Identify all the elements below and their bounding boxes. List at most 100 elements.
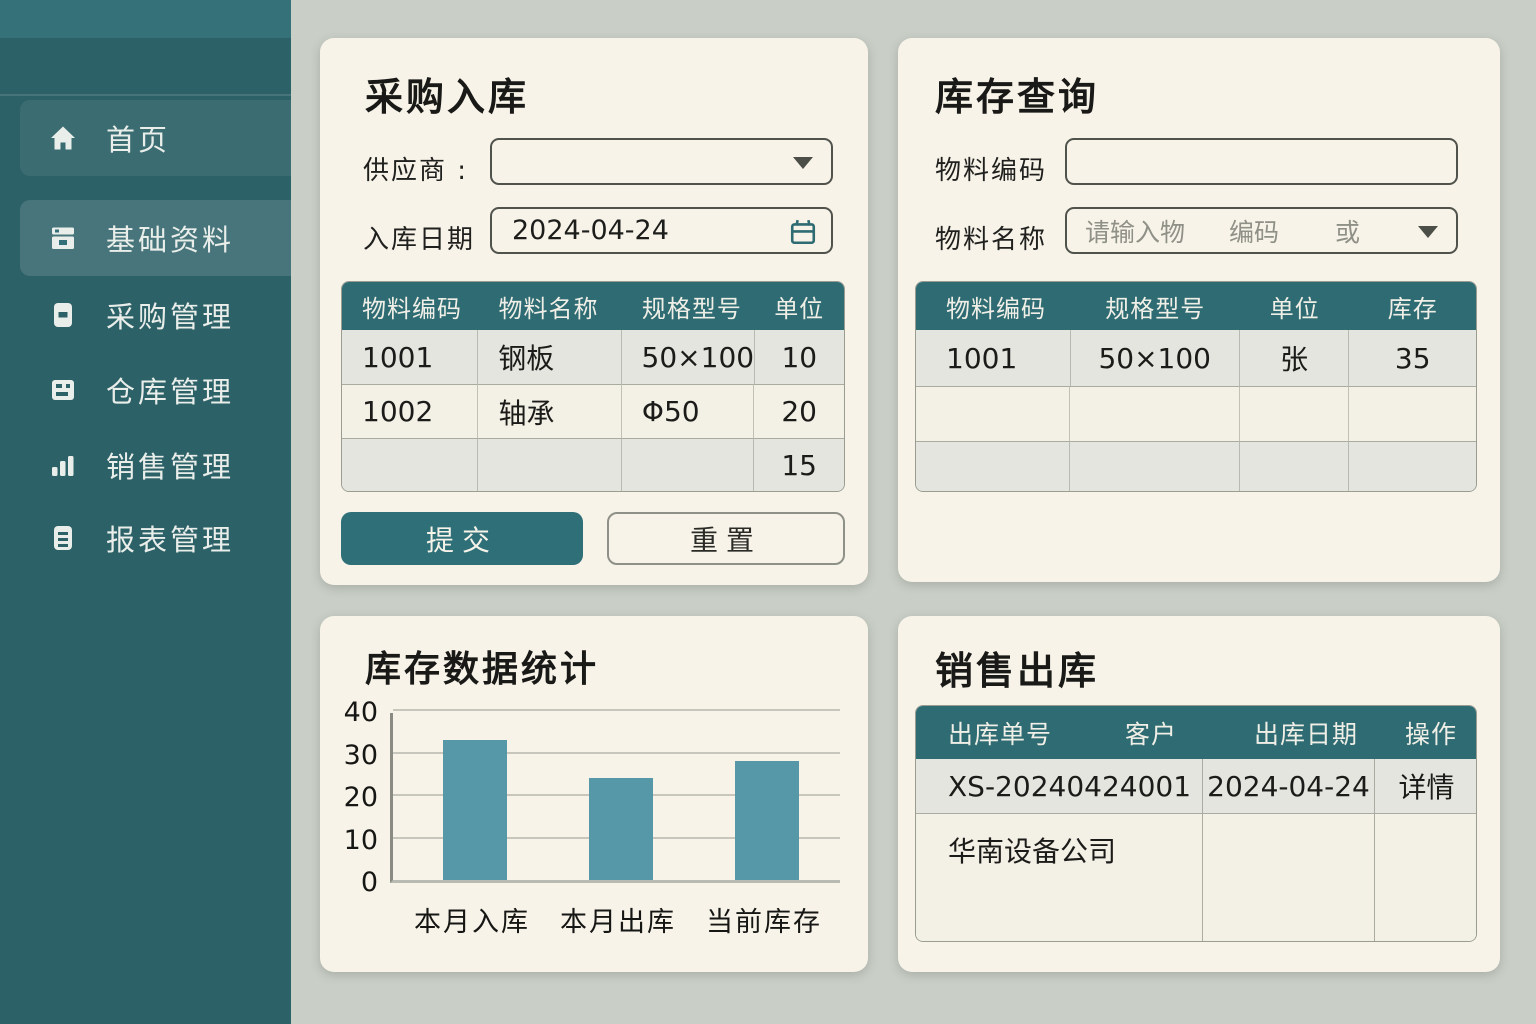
cell-customer: 华南设备公司 <box>916 813 1203 941</box>
cell-unit <box>1239 441 1350 491</box>
placeholder-part: 请输入物 <box>1085 217 1186 247</box>
cell-material-code <box>916 441 1071 491</box>
col-header-material-code: 物料编码 <box>946 294 1046 323</box>
inbound-date-label: 入库日期 <box>363 225 476 255</box>
package-icon <box>52 380 74 400</box>
submit-button[interactable]: 提交 <box>341 512 583 565</box>
purchase-items-table: 物料编码 物料名称 规格型号 单位 1001 钢板 50×100 10 1002… <box>341 281 845 492</box>
cell-spec-model: Φ50 <box>621 384 755 438</box>
cell-unit <box>1239 386 1350 441</box>
chart-title: 库存数据统计 <box>365 649 600 690</box>
cell-material-name: 钢板 <box>478 330 622 384</box>
col-header-customer: 客户 <box>1124 719 1177 749</box>
panel-title: 销售出库 <box>935 649 1100 693</box>
sidebar-item-label: 采购管理 <box>106 300 235 334</box>
panel-title: 采购入库 <box>365 75 530 119</box>
table-row <box>916 386 1476 441</box>
supplier-label: 供应商 : <box>363 156 469 186</box>
inventory-query-panel: 库存查询 物料编码 物料名称 请输入物 编码 或 物料编码 规格型号 单位 库存… <box>898 38 1500 582</box>
sidebar-item-warehouse-mgmt[interactable]: 仓库管理 <box>0 360 291 420</box>
col-header-material-code: 物料编码 <box>362 294 462 323</box>
gridline <box>393 751 840 754</box>
chart-bar <box>443 739 507 880</box>
cell-material-code <box>342 438 479 491</box>
calendar-icon[interactable] <box>789 218 817 246</box>
sidebar: 首页 基础资料 采购管理 仓库管理 销售管理 <box>0 0 291 1024</box>
inbound-date-value: 2024-04-24 <box>512 215 669 246</box>
col-header-spec-model: 规格型号 <box>1105 294 1206 323</box>
cell-stock: 35 <box>1394 341 1431 375</box>
reset-button[interactable]: 重置 <box>607 512 845 565</box>
sales-outbound-panel: 销售出库 出库单号 客户 出库日期 操作 XS-20240424001 2024… <box>898 616 1500 972</box>
col-header-spec-model: 规格型号 <box>641 294 742 323</box>
col-header-action: 操作 <box>1404 719 1457 749</box>
sidebar-item-report-mgmt[interactable]: 报表管理 <box>0 508 291 568</box>
cell-material-code <box>916 386 1071 441</box>
sidebar-item-basic-data[interactable]: 基础资料 <box>20 200 291 276</box>
y-tick-label: 30 <box>343 739 378 771</box>
inbound-date-input[interactable]: 2024-04-24 <box>490 207 833 254</box>
sidebar-item-home[interactable]: 首页 <box>20 100 291 176</box>
chevron-down-icon <box>1418 225 1438 238</box>
x-tick-label: 本月出库 <box>560 907 676 938</box>
sidebar-item-sales-mgmt[interactable]: 销售管理 <box>0 435 291 495</box>
cell-spec-model <box>1070 386 1240 441</box>
sidebar-item-label: 报表管理 <box>106 523 235 557</box>
supplier-select[interactable] <box>490 138 833 185</box>
table-header-row: 物料编码 规格型号 单位 库存 <box>916 282 1476 330</box>
col-header-outbound-date: 出库日期 <box>1253 719 1358 749</box>
sidebar-divider <box>0 94 291 96</box>
chart-bar <box>589 778 653 880</box>
material-name-label: 物料名称 <box>935 225 1048 255</box>
table-row: 华南设备公司 <box>916 813 1476 941</box>
cell-material-name: 轴承 <box>478 384 622 438</box>
sidebar-item-label: 仓库管理 <box>106 375 235 409</box>
cell-outbound-date: 2024-04-24 <box>1203 759 1375 813</box>
y-tick-label: 40 <box>343 697 378 728</box>
material-code-label: 物料编码 <box>935 156 1048 186</box>
document-icon <box>54 303 72 327</box>
table-row <box>916 441 1476 491</box>
chart-plot <box>390 709 840 883</box>
x-tick-label: 当前库存 <box>706 907 822 938</box>
cell-spec-model: 50×100 <box>1071 330 1240 386</box>
cell-stock <box>1349 386 1476 441</box>
sidebar-top-strip <box>0 0 291 38</box>
cell-stock <box>1349 441 1476 491</box>
chart-bar <box>735 761 799 880</box>
home-icon <box>51 126 75 150</box>
y-tick-label: 10 <box>343 824 378 856</box>
cell-outbound-date <box>1203 813 1375 941</box>
panel-title: 库存查询 <box>935 75 1100 119</box>
y-tick-label: 20 <box>343 782 378 813</box>
cell-spec-model <box>1070 441 1240 491</box>
report-icon <box>54 526 72 550</box>
cell-unit: 10 <box>781 340 818 374</box>
material-name-select[interactable]: 请输入物 编码 或 <box>1065 207 1458 254</box>
col-header-stock: 库存 <box>1387 294 1438 323</box>
details-link[interactable]: 详情 <box>1398 771 1455 804</box>
col-header-order-no: 出库单号 <box>948 719 1053 749</box>
sidebar-item-label: 首页 <box>106 123 171 157</box>
chevron-down-icon <box>793 156 813 169</box>
cell-unit: 张 <box>1240 330 1350 386</box>
sidebar-item-purchase-mgmt[interactable]: 采购管理 <box>0 285 291 345</box>
table-header-row: 出库单号 客户 出库日期 操作 <box>916 706 1476 759</box>
inventory-table: 物料编码 规格型号 单位 库存 1001 50×100 张 35 <box>915 281 1477 492</box>
material-code-input[interactable] <box>1065 138 1458 185</box>
col-header-unit: 单位 <box>1269 294 1320 323</box>
col-header-material-name: 物料名称 <box>498 294 599 323</box>
cell-unit: 15 <box>754 438 844 491</box>
table-row: 15 <box>342 438 844 491</box>
x-tick-label: 本月入库 <box>414 907 530 938</box>
sidebar-item-label: 基础资料 <box>106 223 235 257</box>
bar-chart-icon <box>52 456 74 476</box>
table-row: XS-20240424001 2024-04-24 详情 <box>916 759 1476 813</box>
cell-spec-model: 50×100 <box>622 330 755 384</box>
table-row: 1001 50×100 张 35 <box>916 330 1476 386</box>
gridline <box>393 709 840 711</box>
cell-material-code: 1002 <box>342 384 479 438</box>
sidebar-item-label: 销售管理 <box>106 450 235 484</box>
sales-outbound-table: 出库单号 客户 出库日期 操作 XS-20240424001 2024-04-2… <box>915 705 1477 942</box>
